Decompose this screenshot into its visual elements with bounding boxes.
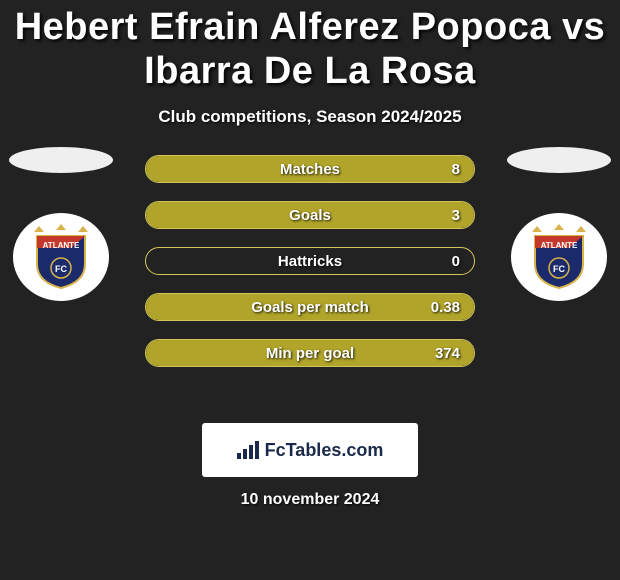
svg-text:FC: FC xyxy=(55,264,67,274)
star-icon xyxy=(34,226,44,232)
stat-bar-value: 0 xyxy=(452,248,460,274)
stat-bar: Goals 3 xyxy=(145,201,475,229)
svg-text:FC: FC xyxy=(553,264,565,274)
footer-date: 10 november 2024 xyxy=(0,491,620,509)
stat-bar: Matches 8 xyxy=(145,155,475,183)
player-right-placeholder xyxy=(507,147,611,173)
shield-icon: ATLANTE FC xyxy=(31,224,91,290)
stat-bar: Goals per match 0.38 xyxy=(145,293,475,321)
club-crest-left: ATLANTE FC xyxy=(13,213,109,301)
bar-chart-icon xyxy=(237,441,259,459)
stat-bar-value: 374 xyxy=(435,340,460,366)
player-left-column: ATLANTE FC xyxy=(6,147,116,301)
stat-bar: Min per goal 374 xyxy=(145,339,475,367)
stat-bar-label: Min per goal xyxy=(146,340,474,366)
svg-text:ATLANTE: ATLANTE xyxy=(541,241,578,250)
star-icon xyxy=(78,226,88,232)
page-subtitle: Club competitions, Season 2024/2025 xyxy=(0,107,620,127)
brand-footer: FcTables.com xyxy=(202,423,418,477)
stat-bar-value: 0.38 xyxy=(431,294,460,320)
stat-bars: Matches 8 Goals 3 Hattricks 0 Goals per … xyxy=(145,155,475,367)
club-crest-right: ATLANTE FC xyxy=(511,213,607,301)
stat-bar-label: Goals per match xyxy=(146,294,474,320)
brand-text: FcTables.com xyxy=(265,440,384,461)
player-left-placeholder xyxy=(9,147,113,173)
stat-bar-label: Matches xyxy=(146,156,474,182)
shield-icon: ATLANTE FC xyxy=(529,224,589,290)
stat-bar-label: Goals xyxy=(146,202,474,228)
player-right-column: ATLANTE FC xyxy=(504,147,614,301)
comparison-stage: ATLANTE FC ATLANTE FC xyxy=(0,155,620,415)
crest-text: ATLANTE xyxy=(43,241,80,250)
stat-bar: Hattricks 0 xyxy=(145,247,475,275)
stat-bar-value: 8 xyxy=(452,156,460,182)
stat-bar-label: Hattricks xyxy=(146,248,474,274)
stat-bar-value: 3 xyxy=(452,202,460,228)
page-title: Hebert Efrain Alferez Popoca vs Ibarra D… xyxy=(0,0,620,93)
star-icon xyxy=(56,224,66,230)
